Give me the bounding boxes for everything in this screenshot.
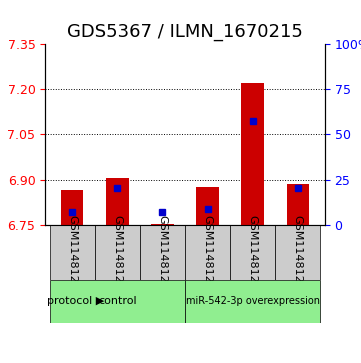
Bar bbox=[59, 306, 79, 319]
FancyBboxPatch shape bbox=[230, 225, 275, 280]
Bar bbox=[196, 187, 219, 225]
Bar bbox=[59, 286, 79, 299]
Text: GSM1148124: GSM1148124 bbox=[248, 215, 258, 290]
Bar bbox=[106, 178, 129, 225]
Text: transformed count: transformed count bbox=[84, 287, 182, 298]
FancyBboxPatch shape bbox=[49, 225, 95, 280]
FancyBboxPatch shape bbox=[140, 225, 185, 280]
Bar bbox=[242, 83, 264, 225]
Text: percentile rank within the sample: percentile rank within the sample bbox=[84, 307, 260, 317]
Bar bbox=[151, 224, 174, 225]
Text: protocol ▶: protocol ▶ bbox=[47, 296, 105, 306]
FancyBboxPatch shape bbox=[275, 225, 321, 280]
FancyBboxPatch shape bbox=[95, 225, 140, 280]
Text: control: control bbox=[98, 296, 136, 306]
Text: GSM1148121: GSM1148121 bbox=[67, 215, 77, 290]
Bar bbox=[287, 184, 309, 225]
Title: GDS5367 / ILMN_1670215: GDS5367 / ILMN_1670215 bbox=[67, 23, 303, 41]
Text: GSM1148125: GSM1148125 bbox=[157, 215, 168, 290]
FancyBboxPatch shape bbox=[49, 280, 185, 323]
Text: GSM1148126: GSM1148126 bbox=[293, 215, 303, 290]
Text: miR-542-3p overexpression: miR-542-3p overexpression bbox=[186, 296, 320, 306]
FancyBboxPatch shape bbox=[185, 280, 321, 323]
FancyBboxPatch shape bbox=[185, 225, 230, 280]
Bar bbox=[61, 190, 83, 225]
Text: GSM1148122: GSM1148122 bbox=[203, 215, 213, 290]
Text: GSM1148123: GSM1148123 bbox=[112, 215, 122, 290]
